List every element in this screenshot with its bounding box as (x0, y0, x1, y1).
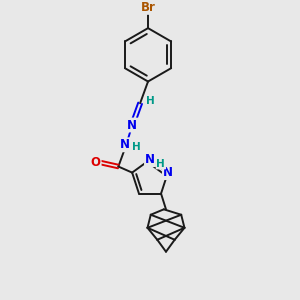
Text: H: H (146, 96, 154, 106)
Text: N: N (163, 166, 173, 179)
Text: N: N (127, 118, 137, 131)
Text: Br: Br (141, 1, 155, 14)
Text: O: O (91, 156, 100, 169)
Text: N: N (120, 138, 130, 151)
Text: H: H (132, 142, 140, 152)
Text: N: N (145, 153, 155, 166)
Text: H: H (157, 159, 165, 169)
